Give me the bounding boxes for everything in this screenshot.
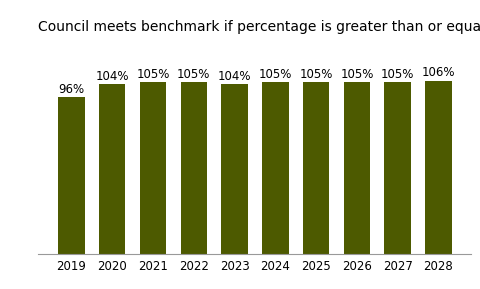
Text: 105%: 105% <box>339 68 373 81</box>
Bar <box>221 84 247 254</box>
Bar <box>58 97 84 254</box>
Text: 105%: 105% <box>380 68 413 81</box>
Text: 106%: 106% <box>421 66 454 79</box>
Bar <box>384 82 410 254</box>
Bar <box>262 82 288 254</box>
Bar <box>180 82 206 254</box>
Bar <box>343 82 370 254</box>
Text: 104%: 104% <box>95 70 129 83</box>
Text: 105%: 105% <box>258 68 291 81</box>
Text: 104%: 104% <box>217 70 251 83</box>
Text: Council meets benchmark if percentage is greater than or equal to 100%: Council meets benchmark if percentage is… <box>38 20 480 34</box>
Bar <box>302 82 329 254</box>
Text: 105%: 105% <box>136 68 169 81</box>
Bar <box>139 82 166 254</box>
Bar <box>424 81 451 254</box>
Text: 96%: 96% <box>58 83 84 96</box>
Text: 105%: 105% <box>177 68 210 81</box>
Bar <box>99 84 125 254</box>
Text: 105%: 105% <box>299 68 332 81</box>
